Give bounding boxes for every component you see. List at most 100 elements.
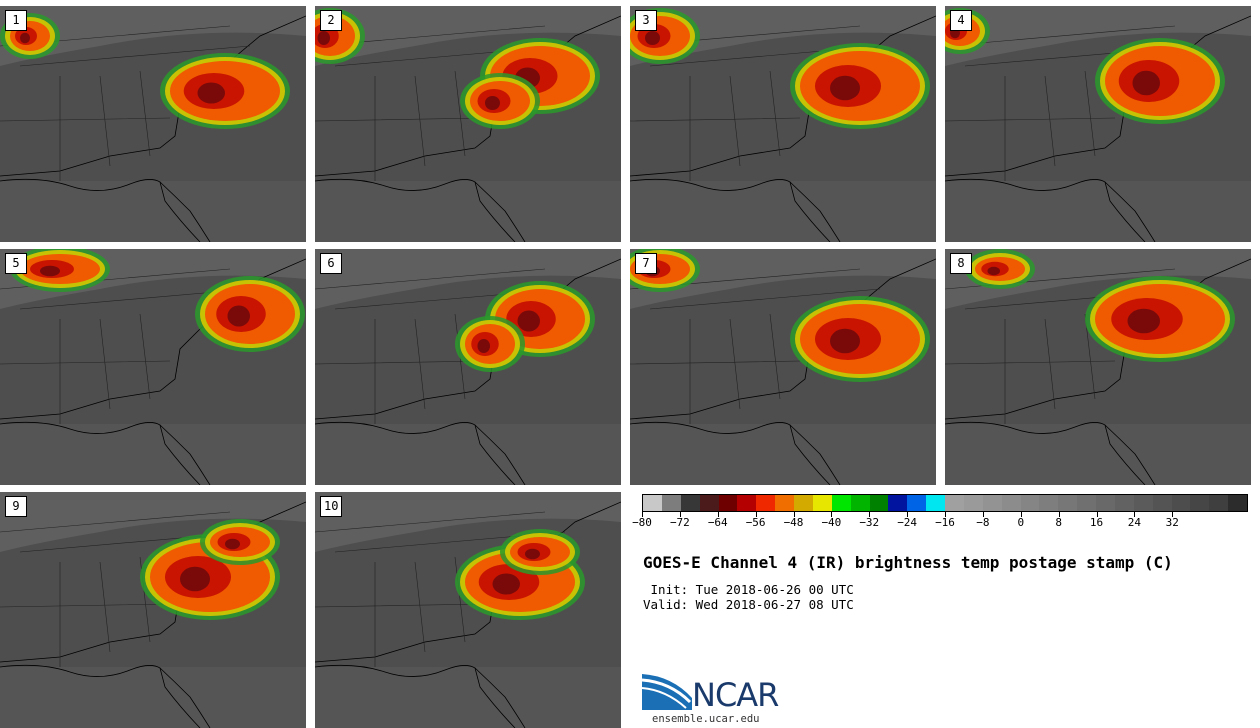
colorbar-segment xyxy=(907,495,927,511)
colorbar-tick xyxy=(907,512,909,517)
colorbar-tick-label: 24 xyxy=(1127,516,1141,529)
postage-stamp-panel: 10 xyxy=(315,492,621,728)
colorbar-tick-label: 16 xyxy=(1089,516,1104,529)
colorbar-segment xyxy=(1020,495,1040,511)
ir-map xyxy=(945,249,1251,485)
postage-stamp-panel: 7 xyxy=(630,249,936,485)
colorbar-segment xyxy=(982,495,1002,511)
postage-stamp-panel: 1 xyxy=(0,6,306,242)
colorbar-tick xyxy=(869,512,871,517)
init-time: Init: Tue 2018-06-26 00 UTC xyxy=(643,582,854,597)
colorbar-tick xyxy=(831,512,833,517)
ir-map xyxy=(0,6,306,242)
postage-stamp-panel: 3 xyxy=(630,6,936,242)
colorbar-tick xyxy=(642,512,643,517)
colorbar-segment xyxy=(1190,495,1210,511)
colorbar-tick xyxy=(1058,512,1060,517)
colorbar-tick-label: −80 xyxy=(632,516,652,529)
panel-label: 10 xyxy=(320,496,343,517)
colorbar-tick xyxy=(1020,512,1022,517)
postage-stamp-panel: 2 xyxy=(315,6,621,242)
colorbar-segment xyxy=(1077,495,1096,511)
colorbar-segment xyxy=(756,495,776,511)
colorbar-tick xyxy=(945,512,946,517)
colorbar-segment xyxy=(699,495,719,511)
colorbar-segment xyxy=(1058,495,1078,511)
panel-label: 5 xyxy=(5,253,27,274)
panel-label: 7 xyxy=(635,253,657,274)
panel-label: 8 xyxy=(950,253,972,274)
colorbar-segment xyxy=(1114,495,1134,511)
colorbar-tick-label: −40 xyxy=(821,516,842,529)
colorbar-tick-label: 8 xyxy=(1055,516,1062,529)
colorbar-segment xyxy=(718,495,738,511)
colorbar-segment xyxy=(869,495,889,511)
figure-title: GOES-E Channel 4 (IR) brightness temp po… xyxy=(643,553,1173,572)
colorbar-tick-label: −8 xyxy=(976,516,990,529)
colorbar-tick-label: −32 xyxy=(859,516,880,529)
colorbar-segment xyxy=(1152,495,1172,511)
ir-map xyxy=(630,249,936,485)
colorbar-segment xyxy=(926,495,945,511)
colorbar-segment xyxy=(1133,495,1153,511)
colorbar-segment xyxy=(1001,495,1021,511)
ir-map xyxy=(315,492,621,728)
postage-stamp-panel: 9 xyxy=(0,492,306,728)
panel-label: 4 xyxy=(950,10,972,31)
colorbar-segment xyxy=(812,495,832,511)
ir-map xyxy=(0,249,306,485)
colorbar-tick-label: −48 xyxy=(783,516,804,529)
colorbar-tick xyxy=(793,512,795,517)
postage-stamp-panel: 4 xyxy=(945,6,1251,242)
colorbar-tick-label: 0 xyxy=(1017,516,1025,529)
ir-map xyxy=(945,6,1251,242)
colorbar-tick xyxy=(1172,512,1174,517)
postage-stamp-panel: 8 xyxy=(945,249,1251,485)
colorbar-tick xyxy=(1134,512,1136,517)
colorbar-tick-label: −56 xyxy=(745,516,766,529)
ncar-swoosh-icon xyxy=(641,674,692,710)
colorbar-segment xyxy=(1039,495,1059,511)
colorbar-segment xyxy=(963,495,983,511)
valid-time: Valid: Wed 2018-06-27 08 UTC xyxy=(643,597,854,612)
postage-stamp-panel: 6 xyxy=(315,249,621,485)
colorbar-segment xyxy=(1228,495,1247,511)
ir-map xyxy=(630,6,936,242)
colorbar-tick-label: 32 xyxy=(1165,516,1179,529)
colorbar-tick xyxy=(679,512,681,517)
ir-map xyxy=(315,249,621,485)
panel-label: 2 xyxy=(320,10,342,31)
logo-text: NCAR xyxy=(692,676,779,714)
colorbar-tick-label: −24 xyxy=(897,516,918,529)
colorbar-segment xyxy=(1096,495,1115,511)
colorbar xyxy=(642,494,1248,512)
colorbar-ticks: −80 −72 −64 −56 −48 −40 −32 −24 −16 −8 0 8 16 24 32 xyxy=(632,512,1248,532)
panel-label: 6 xyxy=(320,253,342,274)
ir-map xyxy=(0,492,306,728)
colorbar-tick xyxy=(1096,512,1098,517)
colorbar-segment xyxy=(831,495,851,511)
colorbar-tick-label: −16 xyxy=(935,516,955,529)
colorbar-segment xyxy=(737,495,757,511)
panel-label: 1 xyxy=(5,10,27,31)
colorbar-tick-label: −72 xyxy=(669,516,690,529)
colorbar-segment xyxy=(850,495,870,511)
colorbar-tick-label: −64 xyxy=(707,516,728,529)
colorbar-segment xyxy=(643,495,662,511)
colorbar-segment xyxy=(794,495,813,511)
colorbar-segment xyxy=(945,495,964,511)
postage-stamp-panel: 5 xyxy=(0,249,306,485)
ncar-logo: NCAR ensemble.ucar.edu xyxy=(641,670,802,728)
panel-label: 9 xyxy=(5,496,27,517)
colorbar-tick xyxy=(717,512,719,517)
colorbar-segment xyxy=(680,495,700,511)
colorbar-segment xyxy=(1171,495,1191,511)
logo-url: ensemble.ucar.edu xyxy=(652,713,760,725)
colorbar-segment xyxy=(775,495,794,511)
colorbar-segment xyxy=(661,495,681,511)
ir-map xyxy=(315,6,621,242)
colorbar-segment xyxy=(1209,495,1229,511)
colorbar-tick xyxy=(755,512,757,517)
colorbar-tick xyxy=(982,512,984,517)
colorbar-segment xyxy=(888,495,908,511)
